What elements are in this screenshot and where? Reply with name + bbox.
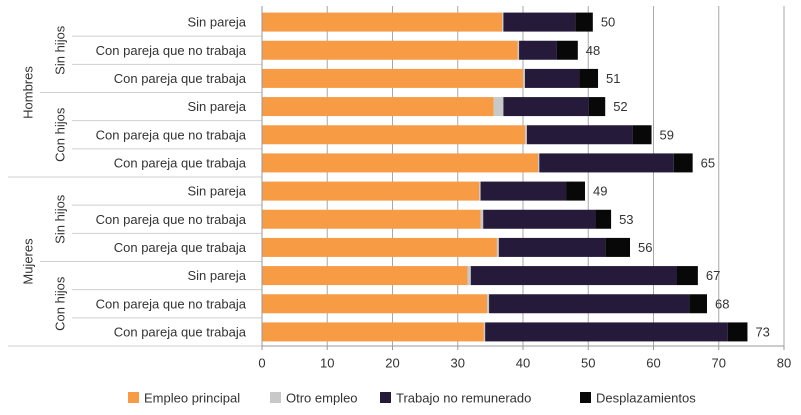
total-label: 52 xyxy=(613,99,627,114)
bar-segment xyxy=(262,237,497,257)
bar-segment xyxy=(539,153,674,173)
bar-segment xyxy=(556,40,578,60)
bar-segment xyxy=(262,294,488,314)
bar-segment xyxy=(262,322,484,342)
subgroup-label: Sin hijos xyxy=(53,194,68,244)
group-label: Hombres xyxy=(21,66,36,119)
total-label: 65 xyxy=(701,155,715,170)
bar-segment xyxy=(262,97,494,117)
bar-segment xyxy=(493,97,504,117)
bar-segment xyxy=(262,40,518,60)
legend-label: Otro empleo xyxy=(286,391,358,406)
category-label: Con pareja que no trabaja xyxy=(96,296,247,311)
total-label: 48 xyxy=(586,43,600,58)
bar-segment xyxy=(503,97,589,117)
total-label: 49 xyxy=(593,184,607,199)
x-tick-label: 30 xyxy=(451,356,465,371)
bar-segment xyxy=(524,68,580,88)
bar-segment xyxy=(673,153,693,173)
bar-segment xyxy=(479,181,481,201)
bar-segment xyxy=(467,266,471,286)
x-tick-label: 50 xyxy=(581,356,595,371)
x-tick-label: 70 xyxy=(712,356,726,371)
legend-swatch xyxy=(580,392,591,403)
bar-segment xyxy=(575,12,593,32)
category-label: Sin pareja xyxy=(187,268,246,283)
bar-segment xyxy=(262,181,480,201)
bar-segment xyxy=(676,266,698,286)
total-label: 67 xyxy=(706,268,720,283)
x-tick-label: 40 xyxy=(516,356,530,371)
bar-segment xyxy=(524,125,527,145)
category-label: Con pareja que trabaja xyxy=(114,240,247,255)
bar-segment xyxy=(470,266,677,286)
legend-label: Trabajo no remunerado xyxy=(396,391,531,406)
category-label: Sin pareja xyxy=(187,15,246,30)
category-label: Con pareja que trabaja xyxy=(114,71,247,86)
bar-segment xyxy=(502,12,504,32)
bar-segment xyxy=(689,294,708,314)
bar-segment xyxy=(262,266,468,286)
total-label: 51 xyxy=(606,71,620,86)
bar-segment xyxy=(483,209,596,229)
bar-segment xyxy=(595,209,612,229)
subgroup-label: Sin hijos xyxy=(53,25,68,75)
x-tick-label: 10 xyxy=(320,356,334,371)
total-label: 53 xyxy=(619,212,633,227)
category-label: Con pareja que no trabaja xyxy=(96,43,247,58)
bar-segment xyxy=(262,68,523,88)
bar-segment xyxy=(498,237,606,257)
total-label: 59 xyxy=(660,127,674,142)
bar-segment xyxy=(480,209,484,229)
x-tick-label: 20 xyxy=(385,356,399,371)
bar-segment xyxy=(727,322,748,342)
x-tick-label: 0 xyxy=(258,356,265,371)
bar-segment xyxy=(632,125,652,145)
x-tick-label: 60 xyxy=(646,356,660,371)
bar-segment xyxy=(489,294,690,314)
bar-segment xyxy=(262,153,539,173)
bar-segment xyxy=(496,237,499,257)
legend-label: Desplazamientos xyxy=(596,391,696,406)
bar-segment xyxy=(579,68,599,88)
bar-segment xyxy=(485,322,728,342)
total-label: 56 xyxy=(638,240,652,255)
bar-segment xyxy=(503,12,576,32)
bar-segment xyxy=(262,12,503,32)
total-label: 50 xyxy=(601,15,615,30)
bar-segment xyxy=(519,40,557,60)
bar-segment xyxy=(487,294,490,314)
bar-segment xyxy=(523,68,525,88)
total-label: 68 xyxy=(715,296,729,311)
category-label: Con pareja que no trabaja xyxy=(96,127,247,142)
bar-segment xyxy=(483,322,486,342)
subgroup-label: Con hijos xyxy=(53,107,68,162)
bar-segment xyxy=(262,125,525,145)
legend-swatch xyxy=(128,392,139,403)
category-label: Con pareja que trabaja xyxy=(114,324,247,339)
legend-swatch xyxy=(380,392,391,403)
category-label: Sin pareja xyxy=(187,184,246,199)
bar-segment xyxy=(262,209,481,229)
bar-segment xyxy=(526,125,633,145)
total-label: 73 xyxy=(755,324,769,339)
legend-label: Empleo principal xyxy=(144,391,240,406)
x-tick-label: 80 xyxy=(777,356,791,371)
bar-segment xyxy=(588,97,606,117)
bar-segment xyxy=(480,181,567,201)
bar-segment xyxy=(605,237,631,257)
subgroup-label: Con hijos xyxy=(53,276,68,331)
category-label: Con pareja que trabaja xyxy=(114,155,247,170)
bar-segment xyxy=(538,153,540,173)
group-label: Mujeres xyxy=(21,238,36,285)
category-label: Con pareja que no trabaja xyxy=(96,212,247,227)
bar-segment xyxy=(566,181,585,201)
category-label: Sin pareja xyxy=(187,99,246,114)
legend-swatch xyxy=(270,392,281,403)
bar-segment xyxy=(517,40,520,60)
